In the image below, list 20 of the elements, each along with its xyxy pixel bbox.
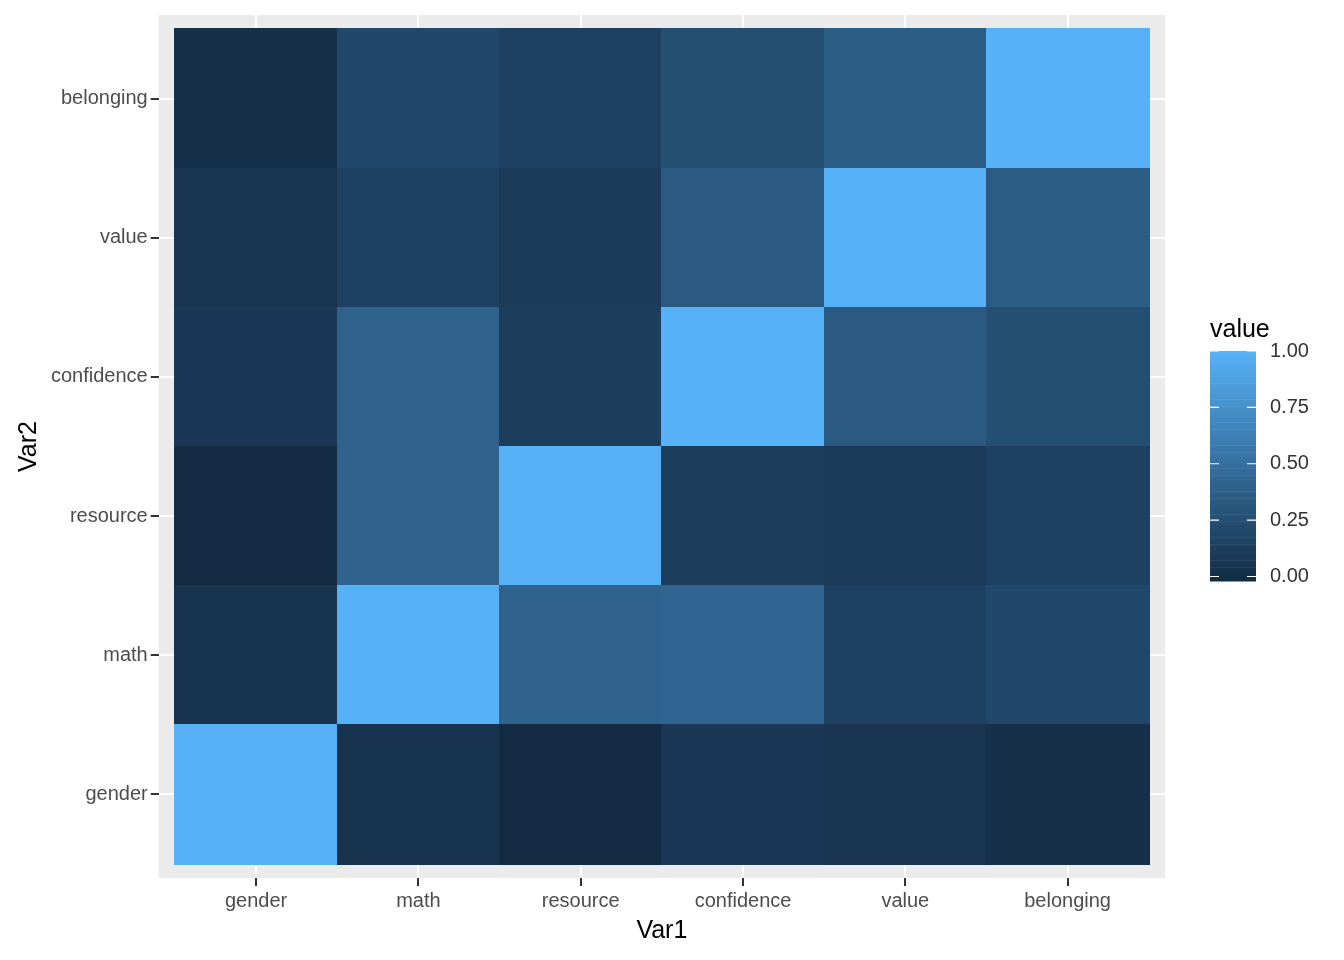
y-tick-label: math [103, 642, 148, 665]
x-tick-label: value [881, 888, 930, 911]
x-tick-label: resource [541, 888, 620, 911]
y-tick-label: belonging [60, 86, 148, 109]
x-axis-title: Var1 [636, 914, 688, 943]
x-tick-label: belonging [1024, 888, 1111, 911]
y-tick-label: confidence [50, 364, 148, 387]
color-bar-label: 0.25 [1270, 507, 1309, 530]
y-tick-label: gender [85, 782, 149, 804]
y-axis-title: Var2 [12, 421, 41, 472]
color-bar-label: 1.00 [1270, 338, 1309, 361]
x-tick-label: gender [224, 888, 288, 911]
color-bar-label: 0.75 [1270, 394, 1309, 417]
x-tick-label: math [396, 888, 441, 911]
y-tick-label: value [99, 225, 148, 248]
color-bar-label: 0.00 [1270, 564, 1309, 587]
color-bar-label: 0.50 [1270, 451, 1309, 474]
y-tick-label: resource [69, 503, 148, 526]
color-bar-title: value [1210, 314, 1270, 342]
x-tick-label: confidence [694, 888, 792, 911]
